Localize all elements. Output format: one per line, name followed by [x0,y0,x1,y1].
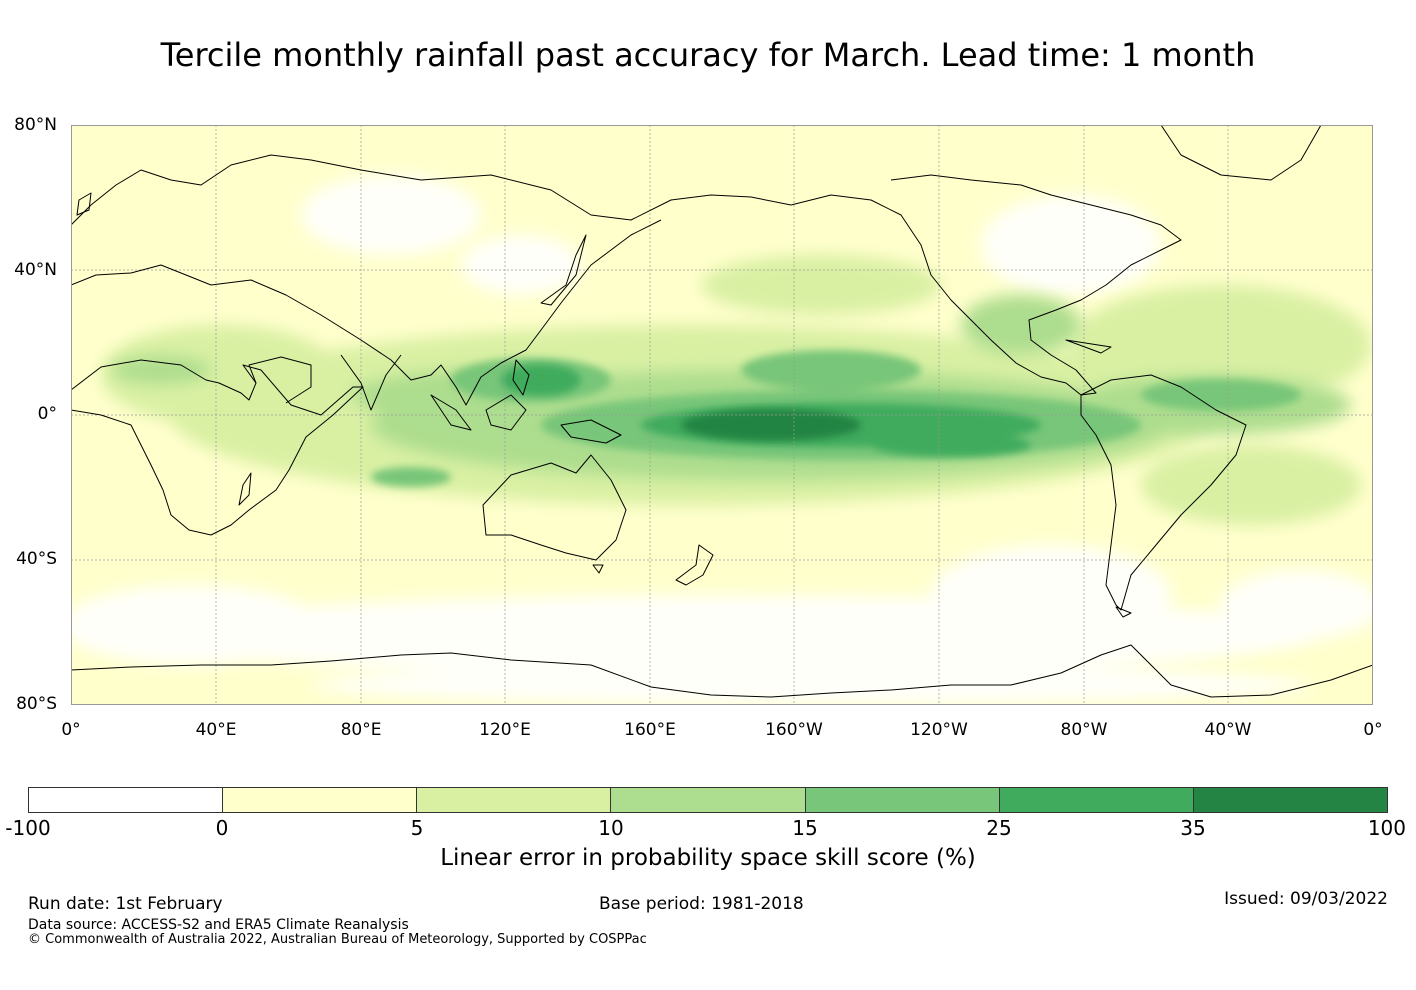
coast-south-america [1080,374,1247,611]
coast-sumatra [430,394,472,431]
lat-label-80n: 80°N [14,115,57,135]
graticule [71,125,1373,705]
colorbar-segment [999,788,1194,812]
map-frame [71,125,1373,705]
colorbar-tick: 15 [792,816,818,840]
data-source: Data source: ACCESS-S2 and ERA5 Climate … [28,917,409,933]
colorbar-tick: 100 [1367,816,1406,840]
coast-australia [482,454,627,561]
colorbar-tick: 5 [410,816,424,840]
lat-label-40s: 40°S [16,549,57,569]
coast-british-isles [76,192,92,216]
coastlines [71,125,1373,698]
coast-north-america [790,174,1182,396]
coast-philippines [512,359,530,396]
coast-arabia [248,356,312,404]
coast-new-guinea [560,419,622,444]
coast-india [340,354,402,411]
coast-antarctica [71,644,1373,698]
colorbar-segment [611,788,806,812]
colorbar-segment [805,788,1000,812]
colorbar-tick: 10 [598,816,624,840]
colorbar-segment [1193,788,1387,812]
colorbar [28,787,1388,813]
lon-label-120w: 120°W [910,720,968,740]
lat-label-0: 0° [37,404,57,424]
colorbar-tick: 0 [215,816,229,840]
colorbar-tick: 25 [986,816,1012,840]
coast-greenland [1160,125,1322,181]
skill-level-5 [681,409,861,441]
skill-score-map [71,125,1373,705]
copyright: © Commonwealth of Australia 2022, Austra… [28,932,647,947]
colorbar-segment [223,788,418,812]
issued-date: Issued: 09/03/2022 [1224,889,1388,909]
negative-skill-areas [71,175,1373,705]
lon-label-160w: 160°W [765,720,823,740]
lon-label-120e: 120°E [479,720,531,740]
coast-tierra-del-fuego [1115,606,1132,618]
coast-japan [540,234,587,306]
coast-borneo [485,394,527,431]
lat-label-40n: 40°N [14,260,57,280]
lat-label-80s: 80°S [16,694,57,714]
colorbar-label: Linear error in probability space skill … [440,845,976,871]
lon-label-0-east: 0° [1363,720,1383,740]
lon-label-160e: 160°E [624,720,676,740]
map-title: Tercile monthly rainfall past accuracy f… [160,36,1256,74]
colorbar-tick: -100 [5,816,51,840]
coast-madagascar [238,472,252,506]
colorbar-segment [417,788,612,812]
lon-label-80e: 80°E [340,720,382,740]
coast-eurasia [71,154,792,406]
colorbar-segment [29,788,224,812]
run-date: Run date: 1st February [28,894,223,914]
base-period: Base period: 1981-2018 [599,894,804,914]
coast-tasmania [592,564,604,574]
lon-label-40w: 40°W [1204,720,1252,740]
colorbar-tick: 35 [1180,816,1206,840]
lon-label-80w: 80°W [1060,720,1108,740]
coast-cuba [1065,339,1112,354]
lon-label-0: 0° [61,720,81,740]
lon-label-40e: 40°E [195,720,237,740]
coast-new-zealand [675,544,714,586]
